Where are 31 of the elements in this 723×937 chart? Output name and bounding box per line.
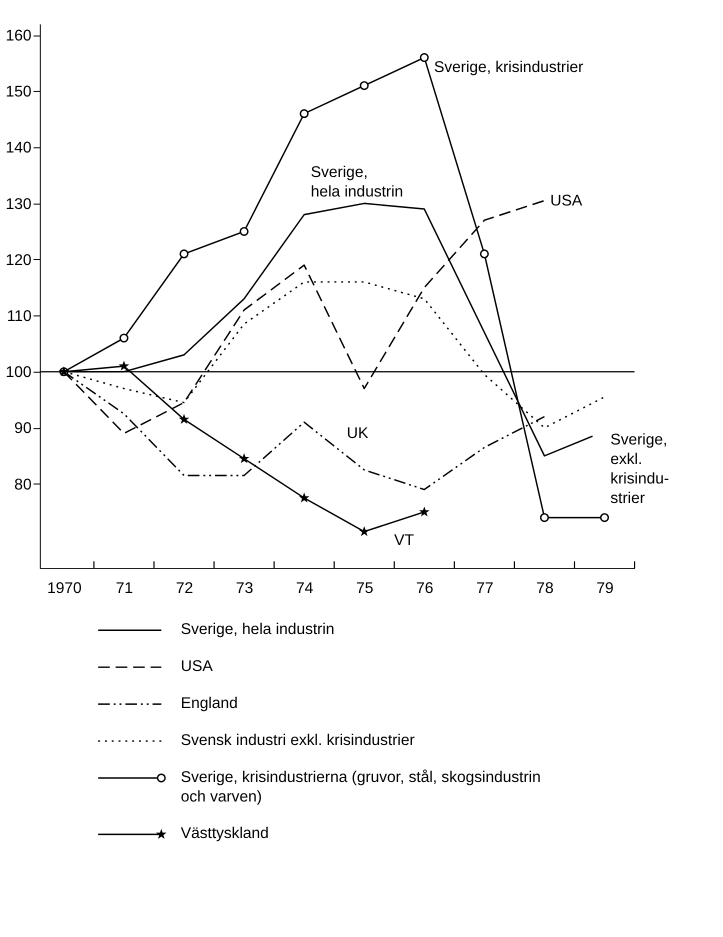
y-tick-label: 80 (14, 476, 32, 494)
y-tick-label: 90 (14, 420, 32, 438)
x-tick-label: 79 (596, 580, 614, 597)
annotation: Sverige, krisindustrier (434, 59, 584, 76)
x-tick-label: 74 (296, 580, 314, 597)
y-tick-label: 110 (6, 308, 32, 325)
x-tick-label: 72 (176, 580, 194, 597)
legend-label: Sverige, hela industrin (180, 621, 334, 638)
y-tick-label: 140 (6, 140, 32, 157)
annotation: VT (394, 532, 415, 550)
x-tick-label: 77 (476, 580, 494, 597)
legend-label: Västtyskland (180, 825, 269, 842)
annotation: UK (346, 424, 369, 442)
y-tick-label: 100 (6, 364, 32, 382)
x-tick-label: 75 (356, 580, 374, 597)
annotation: Sverige, hela industrin (310, 164, 404, 201)
annotation: USA (550, 192, 583, 210)
y-tick-label: 130 (6, 196, 32, 213)
legend-label: Sverige, krisindustrierna (gruvor, stål, skogsindustrin och varven) (180, 768, 541, 806)
x-tick-label: 1970 (47, 580, 82, 597)
legend-label: Svensk industri exkl. krisindustrier (180, 732, 415, 749)
y-tick-label: 120 (6, 252, 32, 269)
x-tick-label: 73 (236, 580, 254, 597)
x-tick-label: 76 (416, 580, 434, 597)
legend-label: England (180, 695, 238, 712)
x-tick-label: 71 (116, 580, 134, 597)
annotation: Sverige, exkl. krisindu- strier (610, 432, 670, 507)
y-tick-label: 160 (6, 27, 32, 44)
x-tick-label: 78 (536, 580, 554, 597)
y-tick-label: 150 (6, 84, 32, 101)
legend-label: USA (180, 658, 214, 676)
